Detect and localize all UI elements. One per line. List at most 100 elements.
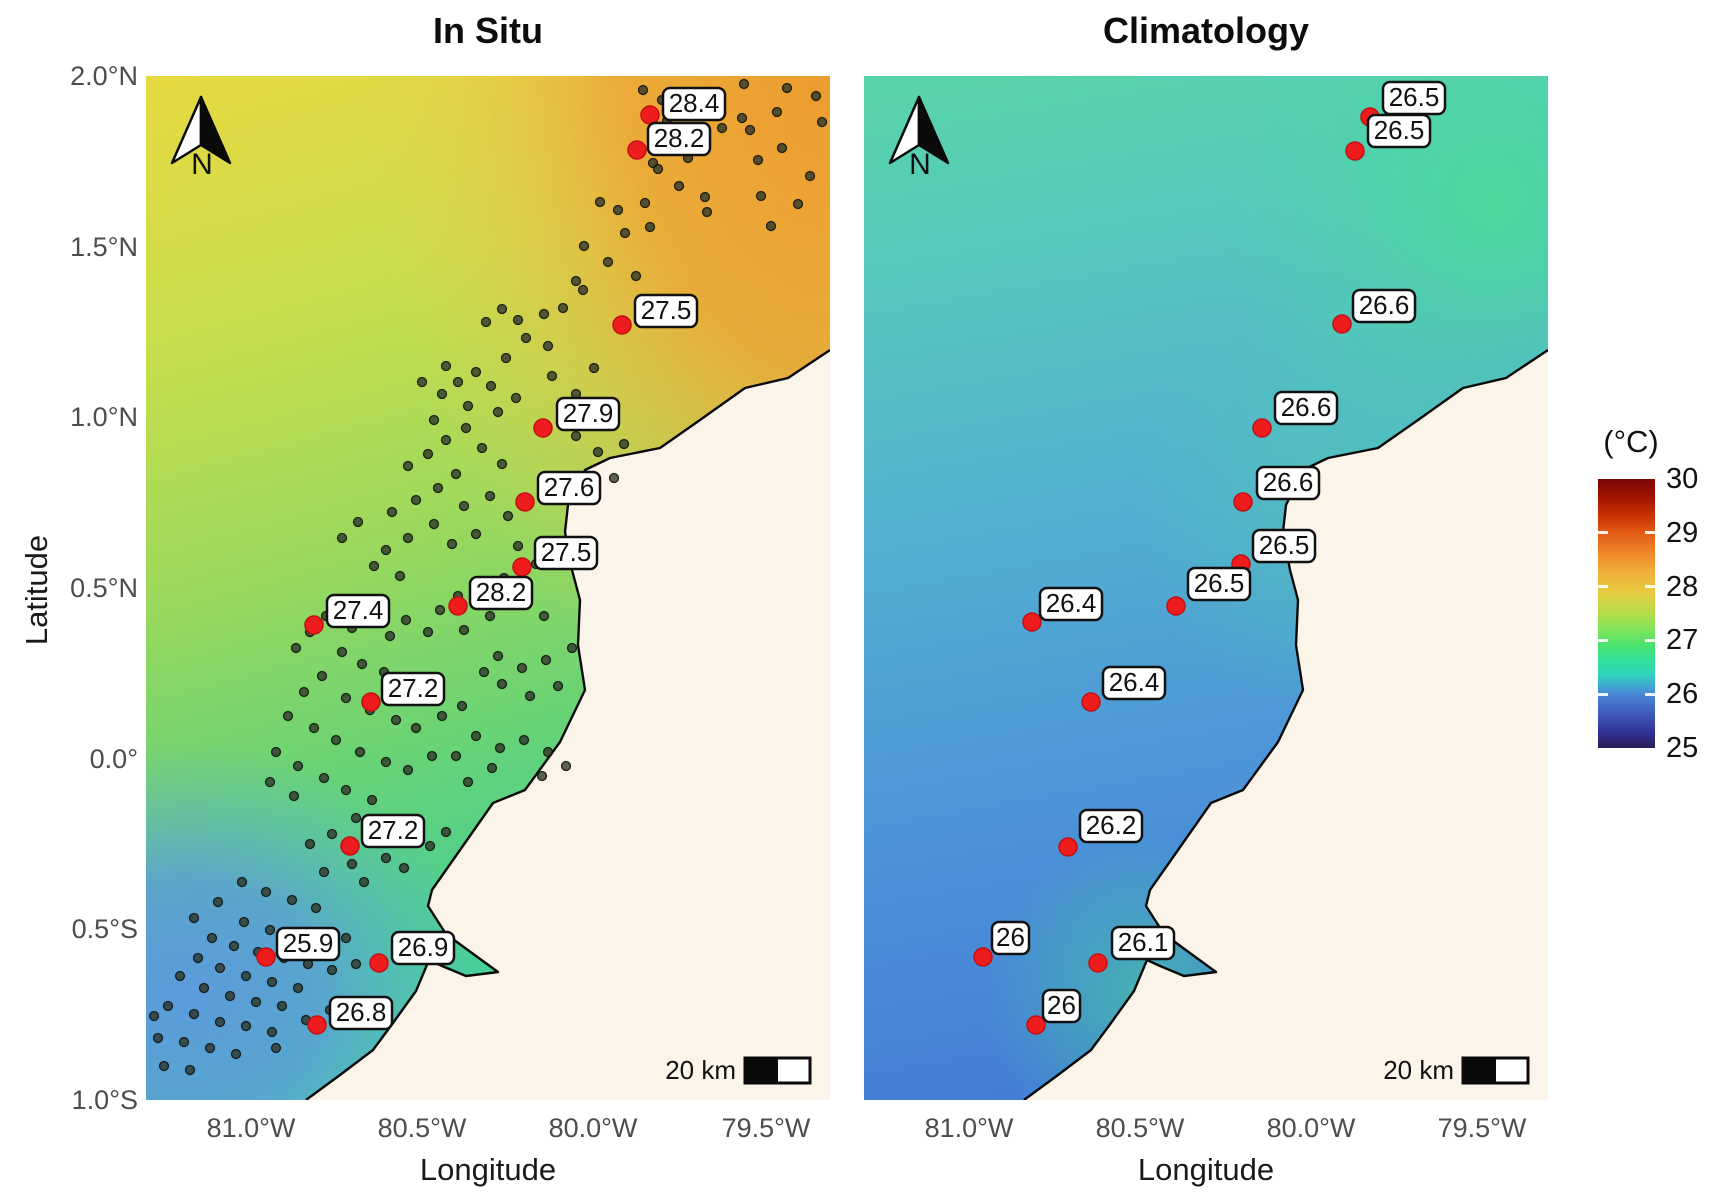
observation-dot [538,610,550,622]
observation-dot [637,84,649,96]
station-value-label: 26.8 [336,997,387,1027]
y-axis-title: Latitude [19,534,54,646]
observation-dot [428,414,440,426]
colorbar-tick: 26 [1666,678,1699,710]
north-label: N [909,148,931,181]
observation-dot [188,1008,200,1020]
station-value-label-box [325,593,391,629]
observation-dot [699,191,711,203]
observation-dot [402,460,414,472]
observation-dot [578,240,590,252]
station-points [973,107,1380,1035]
observation-dot [644,221,656,233]
observation-dot [701,206,713,218]
panel-title-in-situ: In Situ [433,10,543,51]
station-point [1332,314,1352,334]
station-points [256,105,660,1035]
observation-dot [540,654,552,666]
colorbar-tick-mark [1645,531,1655,534]
observation-dot [602,256,614,268]
colorbar-title: (°C) [1603,424,1659,459]
observation-dot [178,1036,190,1048]
observation-dot [536,770,548,782]
observation-dot [752,154,764,166]
colorbar-tick-mark [1645,639,1655,642]
observation-dot [318,866,330,878]
station-value-label: 26 [996,922,1025,952]
observation-dot [230,1048,242,1060]
station-value-label: 26.1 [1118,927,1169,957]
station-value-label-box [1101,665,1167,701]
observation-dot [394,570,406,582]
observation-dot [452,376,464,388]
observation-dot [639,197,651,209]
observation-dot [470,730,482,742]
observation-dot [240,970,252,982]
observation-dot [330,734,342,746]
station-point [307,1015,327,1035]
station-value-label: 26.2 [1086,810,1137,840]
observation-dot [738,78,750,90]
observation-dot [366,794,378,806]
station-point [361,692,381,712]
observation-dot [673,180,685,192]
x-tick: 79.5°W [721,1113,811,1143]
observation-dot [736,112,748,124]
station-value-label-box [1255,465,1321,501]
station-value-label-box [555,396,621,432]
station-point [1022,612,1042,632]
observation-dot [426,750,438,762]
station-point [256,947,276,967]
observation-dot [485,380,497,392]
observation-dot [480,316,492,328]
observation-dot [436,388,448,400]
observation-dot [542,746,554,758]
observation-dot [238,916,250,928]
observation-dot [484,610,496,622]
observation-dot [212,896,224,908]
north-label: N [191,148,213,181]
observation-dot [492,406,504,418]
observation-dot [340,932,352,944]
observation-dot [776,142,788,154]
observation-dot [608,472,620,484]
observation-dot [432,482,444,494]
observation-dot [380,756,392,768]
observation-dot [552,680,564,692]
station-value-label-box [1186,566,1252,602]
observation-dot [494,742,506,754]
station-value-label: 26.9 [398,932,449,962]
observation-dot [594,196,606,208]
observation-dot [192,952,204,964]
station-value-label: 28.4 [669,88,720,118]
observation-dot [744,124,756,136]
observation-dot [174,970,186,982]
x-tick: 80.0°W [548,1113,638,1143]
observation-dot [158,1060,170,1072]
scale-bar-label: 20 km [1383,1055,1454,1085]
station-point [627,140,647,160]
observation-dot [781,82,793,94]
observation-dot [816,116,828,128]
observation-dot [619,227,631,239]
observation-dot [236,876,248,888]
observation-dot [340,784,352,796]
station-value-label-box [468,575,534,611]
observation-dot [422,626,434,638]
observation-dot [214,1016,226,1028]
station-point [973,947,993,967]
observation-dot [804,170,816,182]
observation-dot [336,646,348,658]
station-value-label: 27.5 [641,295,692,325]
y-tick: 1.0°N [70,402,138,432]
colorbar-tick-mark [1598,531,1608,534]
coastline [305,349,830,1100]
observation-dot [518,734,530,746]
station-point [369,953,389,973]
observation-dot [288,790,300,802]
station-point [1058,837,1078,857]
colorbar-tick-mark [1598,639,1608,642]
climatology-map: 26.526.526.626.626.626.526.526.426.426.2… [864,76,1548,1100]
x-axis-title-left: Longitude [419,1152,557,1187]
station-value-label: 26.6 [1281,392,1332,422]
